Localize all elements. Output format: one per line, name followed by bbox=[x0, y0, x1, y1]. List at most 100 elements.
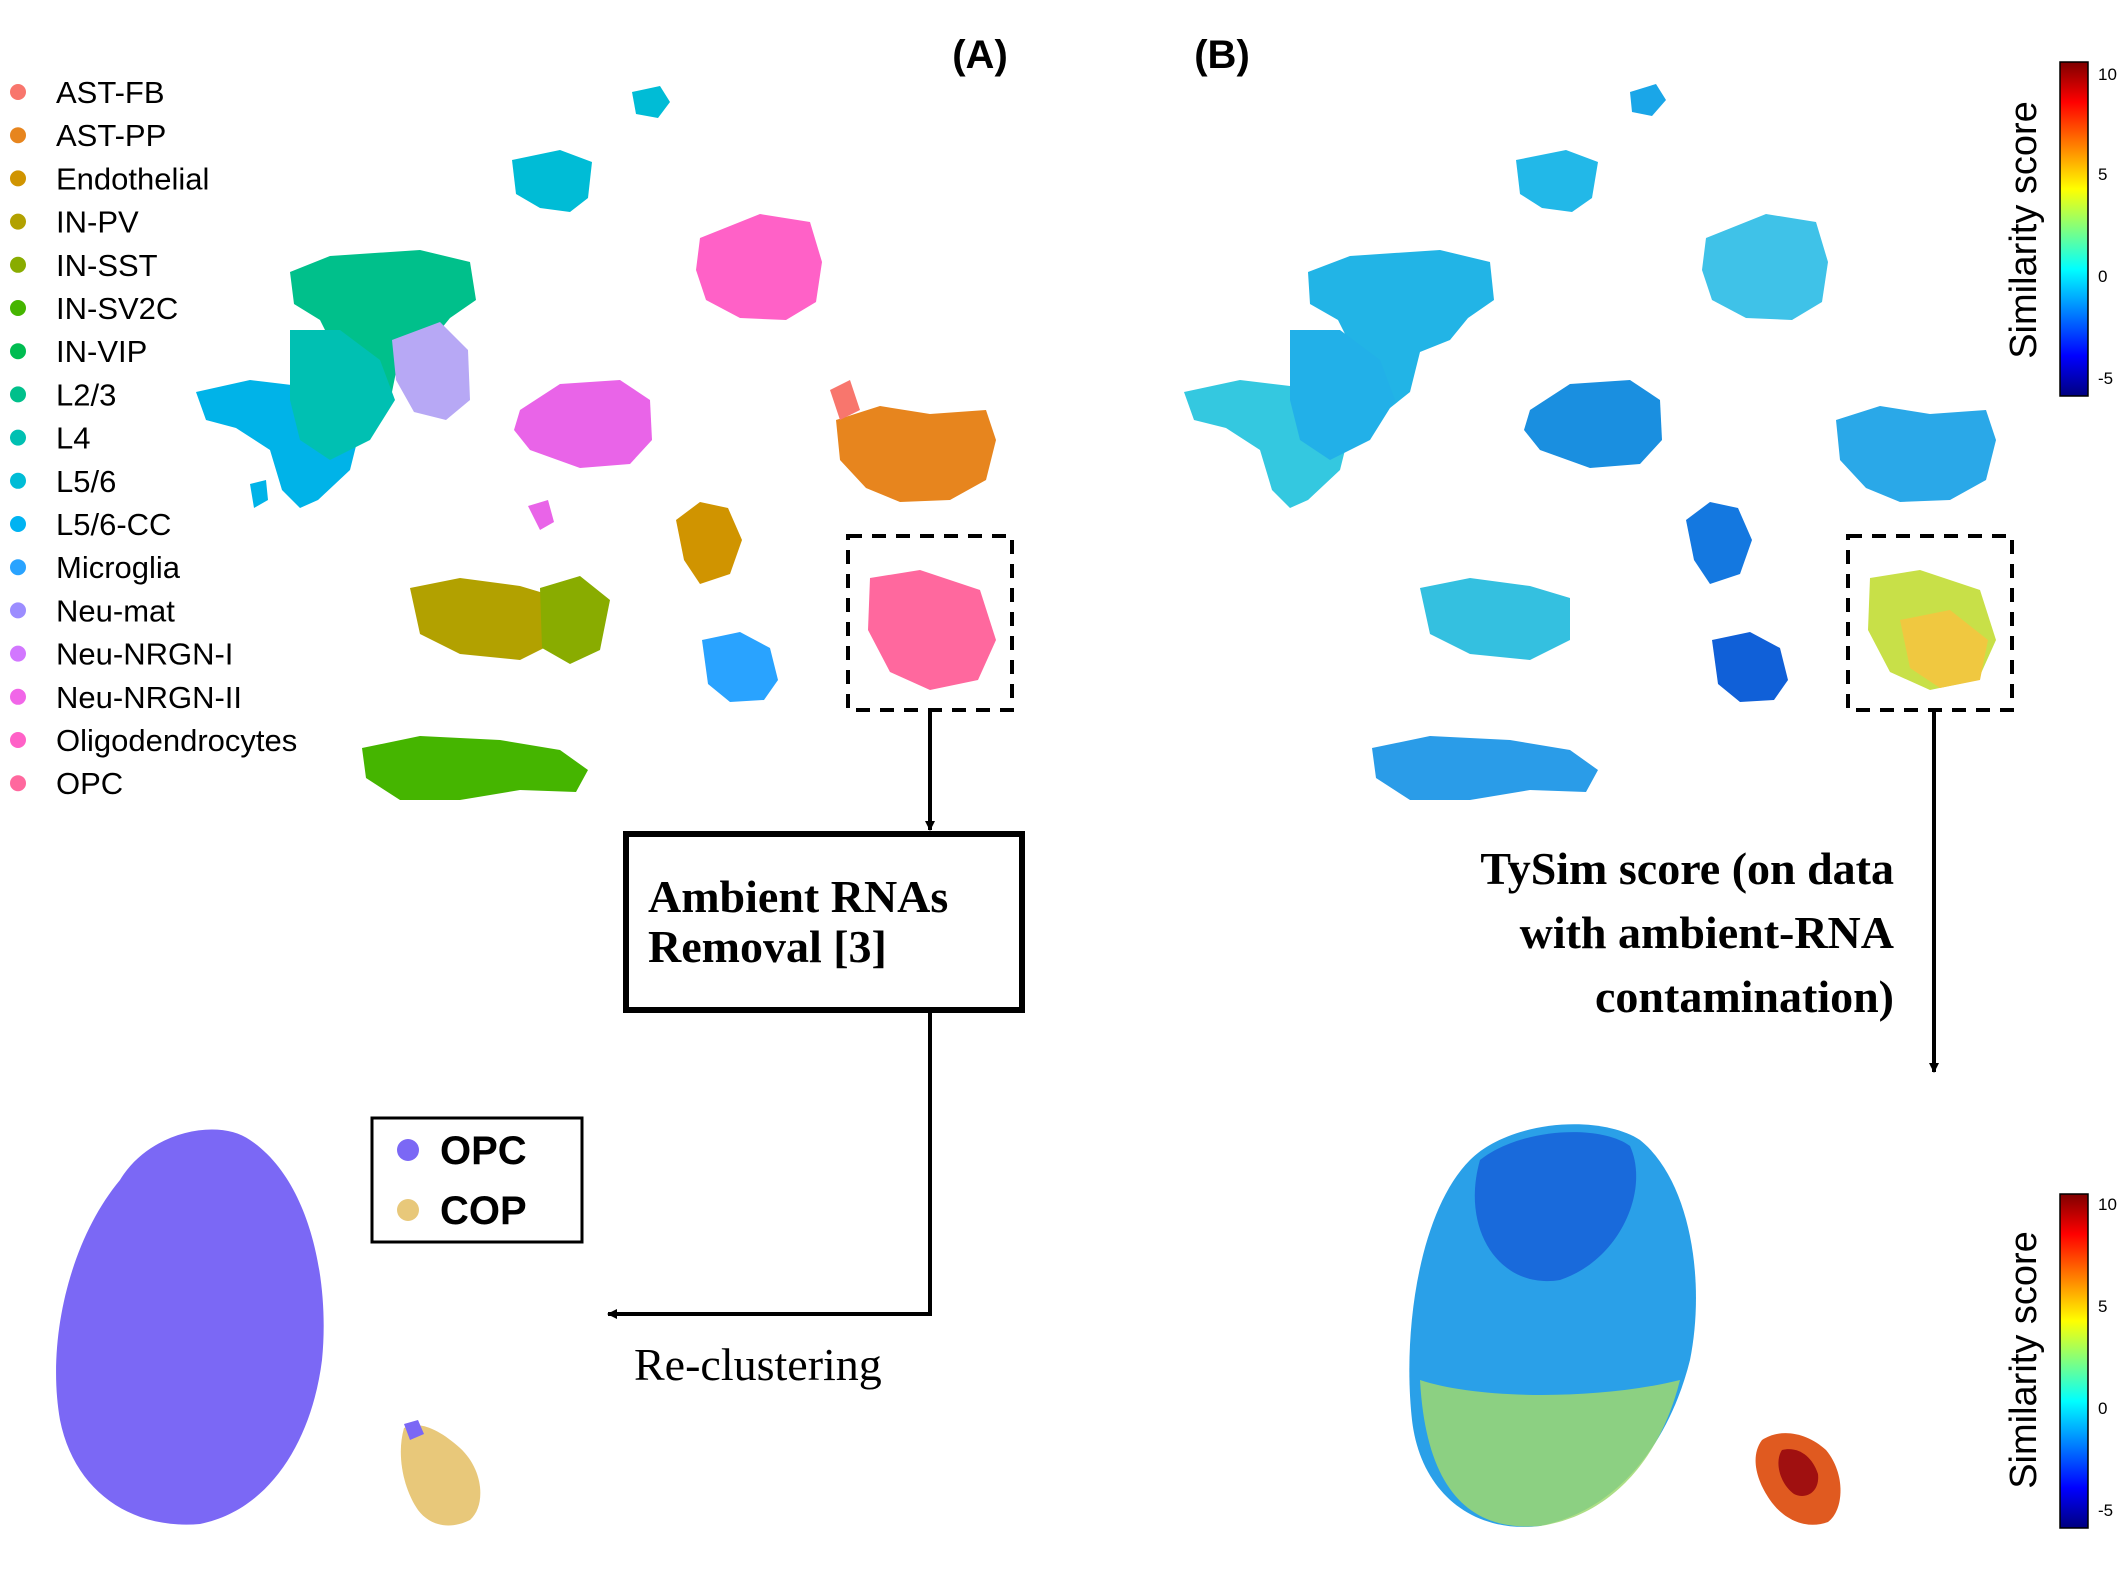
cluster-opc-b-hot bbox=[1900, 610, 1988, 688]
colorbar-top-tick-5: 5 bbox=[2098, 165, 2107, 184]
colorbar-bottom-gradient bbox=[2059, 1193, 2089, 1529]
legend-label-13: Neu-NRGN-I bbox=[56, 637, 233, 672]
cluster-cop-reclustered bbox=[400, 1425, 481, 1526]
cluster-small-left-a bbox=[250, 480, 268, 508]
cluster-opc-tysim-top bbox=[1474, 1132, 1637, 1282]
legend-dot-16 bbox=[10, 775, 26, 792]
subcluster-legend-opc-label: OPC bbox=[440, 1129, 527, 1173]
subcluster-legend-cop-dot bbox=[397, 1199, 419, 1221]
umap-reclustered bbox=[56, 1129, 481, 1526]
legend-dot-12 bbox=[10, 602, 26, 619]
legend-label-14: Neu-NRGN-II bbox=[56, 680, 242, 715]
legend-dot-10 bbox=[10, 516, 26, 532]
colorbar-top-tick-10: 10 bbox=[2098, 65, 2117, 84]
legend-label-1: AST-PP bbox=[56, 118, 166, 153]
cluster-in-pv-a bbox=[410, 578, 560, 660]
legend-dot-2 bbox=[10, 170, 26, 187]
legend-dot-7 bbox=[10, 386, 26, 403]
subcluster-legend: OPC COP bbox=[370, 1116, 584, 1244]
cluster-l5-6-top-b bbox=[1630, 84, 1666, 116]
cluster-oligo-b bbox=[1702, 214, 1828, 320]
cluster-nrgn-b bbox=[1524, 380, 1662, 468]
ambient-removal-line2: Removal [3] bbox=[648, 921, 887, 972]
legend-dot-4 bbox=[10, 256, 26, 273]
subcluster-legend-opc-dot bbox=[397, 1139, 419, 1161]
cluster-ast-pp-a bbox=[836, 406, 996, 502]
cluster-astro-b bbox=[1836, 406, 1996, 502]
panel-label-b: (B) bbox=[1194, 33, 1250, 77]
cluster-oligodendrocytes-a bbox=[696, 214, 822, 320]
cluster-in-b bbox=[1420, 578, 1570, 660]
legend-dot-3 bbox=[10, 213, 26, 230]
cluster-opc-a bbox=[868, 570, 996, 690]
legend-label-4: IN-SST bbox=[56, 248, 158, 283]
arrow-reclustering bbox=[607, 1012, 932, 1319]
cluster-in-vip-a bbox=[362, 736, 588, 800]
legend-dot-8 bbox=[10, 429, 26, 446]
legend-label-8: L4 bbox=[56, 421, 90, 456]
legend-dot-0 bbox=[10, 84, 26, 100]
legend-dot-14 bbox=[10, 688, 26, 705]
colorbar-top: Similarity score 10 5 0 -5 bbox=[2003, 61, 2117, 397]
colorbar-bottom-title: Similarity score bbox=[2003, 1231, 2045, 1489]
cluster-l5-6-cc-top-a bbox=[632, 86, 670, 118]
cluster-opc-tysim-lower bbox=[1420, 1380, 1680, 1527]
umap-panel-b bbox=[1184, 84, 2014, 800]
subcluster-legend-cop-label: COP bbox=[440, 1189, 527, 1233]
cluster-cop-tysim-core bbox=[1778, 1449, 1819, 1496]
cluster-neu-mat-a bbox=[392, 322, 470, 420]
legend-label-7: L2/3 bbox=[56, 377, 116, 412]
panel-label-a: (A) bbox=[952, 33, 1008, 77]
legend-dot-6 bbox=[10, 343, 26, 360]
legend-dot-15 bbox=[10, 732, 26, 748]
cluster-middle-b bbox=[1290, 330, 1395, 460]
ambient-removal-line1: Ambient RNAs bbox=[648, 871, 948, 922]
cluster-in-vip-b bbox=[1372, 736, 1598, 800]
cluster-ast-fb-a bbox=[830, 380, 860, 420]
ambient-removal-box bbox=[623, 831, 1025, 1013]
legend-label-3: IN-PV bbox=[56, 205, 139, 240]
tysim-note-line2: with ambient-RNA bbox=[1520, 907, 1894, 958]
highlight-box-b bbox=[1846, 534, 2014, 712]
colorbar-bottom-tick-0: 0 bbox=[2098, 1399, 2107, 1418]
legend-dot-9 bbox=[10, 472, 26, 489]
legend-label-6: IN-VIP bbox=[56, 334, 147, 369]
cluster-l2-3-a bbox=[290, 250, 476, 408]
tysim-note-line1: TySim score (on data bbox=[1480, 843, 1894, 894]
reclustering-label: Re-clustering bbox=[634, 1339, 882, 1390]
cluster-endo-b bbox=[1686, 502, 1752, 584]
legend-label-16: OPC bbox=[56, 766, 123, 801]
legend-label-9: L5/6 bbox=[56, 464, 116, 499]
colorbar-top-tick-neg5: -5 bbox=[2098, 369, 2113, 388]
colorbar-bottom-tick-10: 10 bbox=[2098, 1195, 2117, 1214]
legend-label-2: Endothelial bbox=[56, 161, 209, 196]
colorbar-bottom: Similarity score 10 5 0 -5 bbox=[2003, 1193, 2117, 1529]
colorbar-bottom-tick-neg5: -5 bbox=[2098, 1501, 2113, 1520]
cluster-microglia-a bbox=[702, 632, 778, 702]
legend-label-15: Oligodendrocytes bbox=[56, 723, 297, 758]
cluster-l5-6-b bbox=[1516, 150, 1598, 212]
cluster-in-sst-a bbox=[540, 576, 610, 664]
cluster-l2-3-b bbox=[1308, 250, 1494, 408]
cluster-opc-cop-edge bbox=[404, 1420, 424, 1440]
colorbar-top-title: Similarity score bbox=[2003, 101, 2045, 359]
legend-label-11: Microglia bbox=[56, 550, 181, 585]
legend-dot-1 bbox=[10, 127, 26, 144]
cluster-neu-nrgn-i-a bbox=[528, 500, 554, 530]
highlight-box-a bbox=[846, 534, 1014, 712]
colorbar-top-gradient bbox=[2059, 61, 2089, 397]
legend-dot-13 bbox=[10, 645, 26, 662]
legend-dot-5 bbox=[10, 300, 26, 316]
subcluster-legend-frame bbox=[370, 1116, 584, 1244]
colorbar-top-tick-0: 0 bbox=[2098, 267, 2107, 286]
cluster-l5-6-top-a bbox=[512, 150, 592, 212]
cell-type-legend: AST-FB AST-PP Endothelial IN-PV IN-SST IN-SV2… bbox=[10, 75, 297, 801]
colorbar-bottom-tick-5: 5 bbox=[2098, 1297, 2107, 1316]
umap-panel-a bbox=[196, 86, 1014, 800]
cluster-l4-a bbox=[290, 330, 395, 460]
cluster-opc-reclustered bbox=[56, 1129, 324, 1525]
legend-label-10: L5/6-CC bbox=[56, 507, 171, 542]
cluster-neu-nrgn-ii-a bbox=[514, 380, 652, 468]
umap-tysim bbox=[1409, 1124, 1841, 1527]
